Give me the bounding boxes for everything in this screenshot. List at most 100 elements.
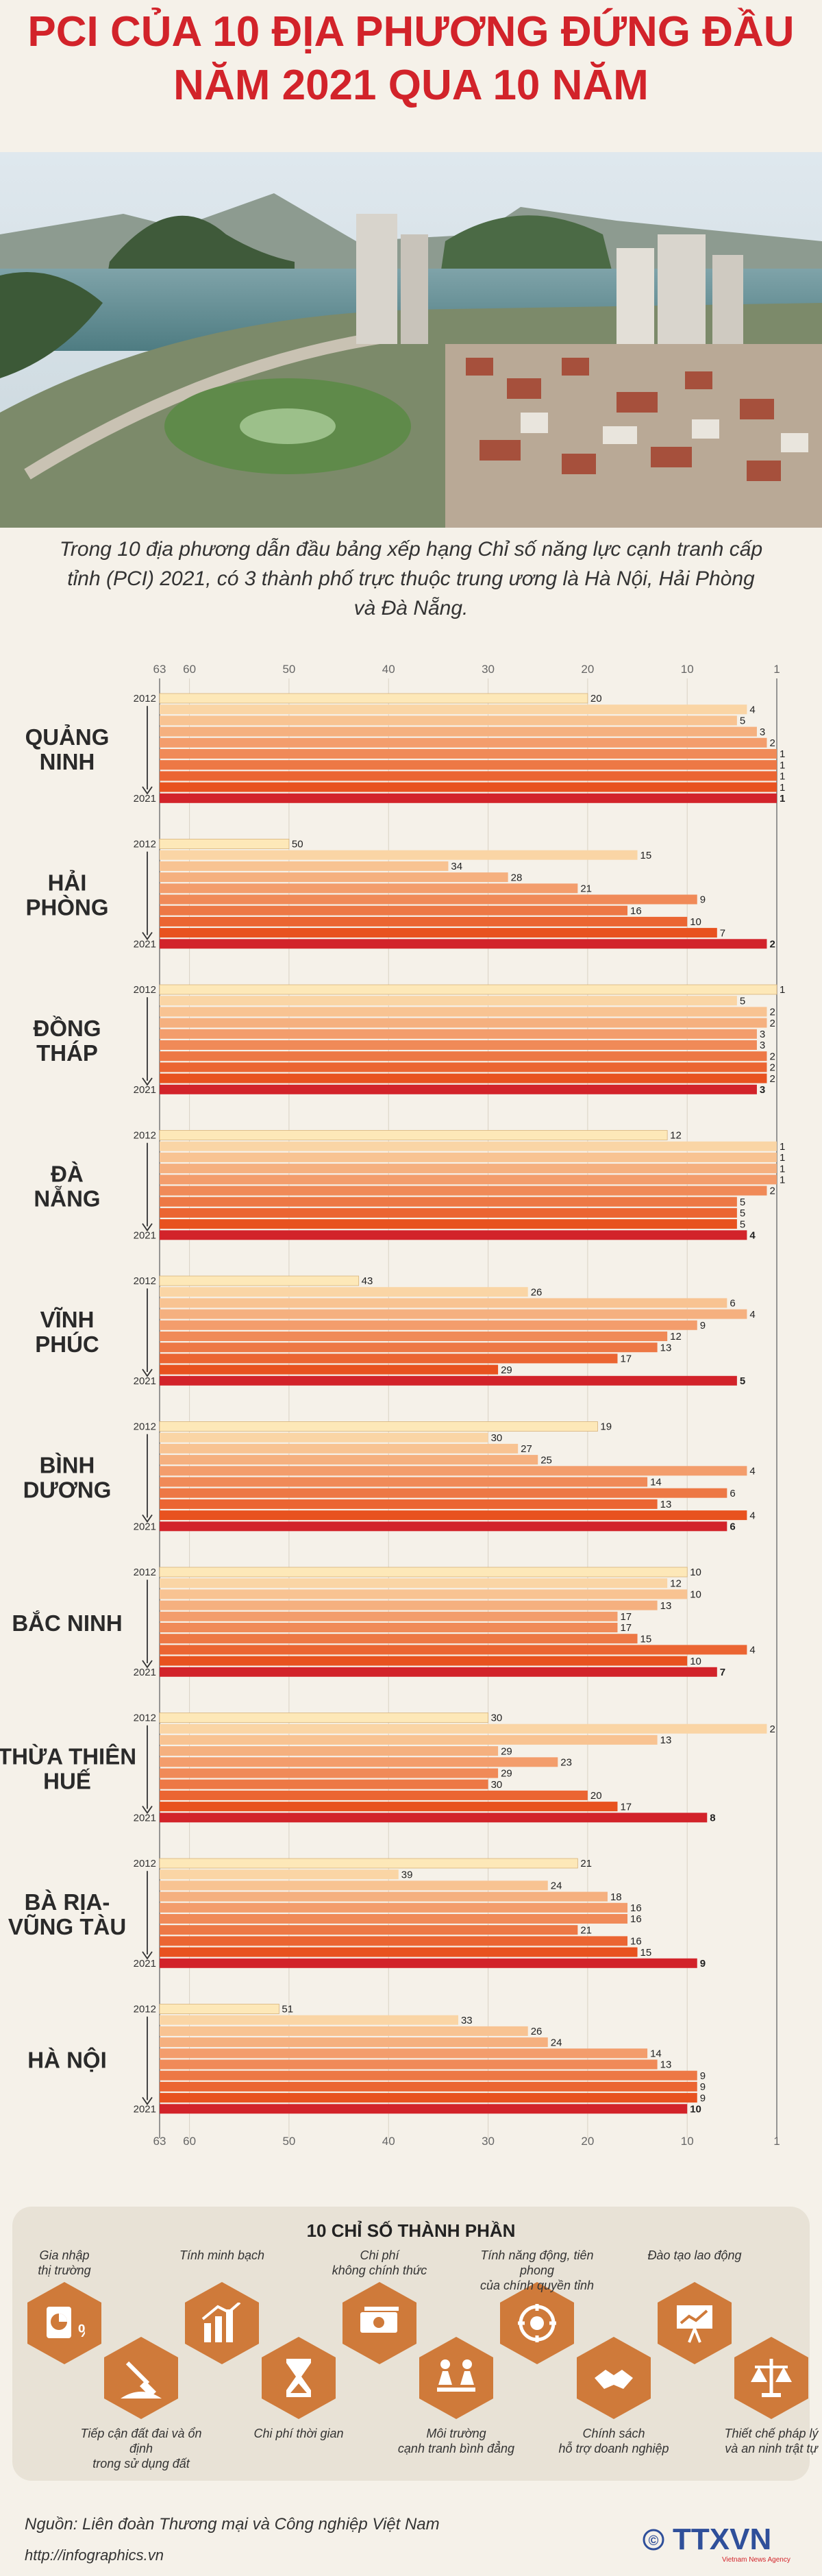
bar (160, 939, 767, 949)
bar (160, 1455, 538, 1465)
bar (160, 1018, 767, 1028)
bar (159, 1130, 668, 1140)
x-tick-label-top: 50 (282, 663, 295, 676)
bar-value-label: 2 (769, 1062, 775, 1074)
x-tick-label-top: 1 (773, 663, 780, 676)
bar-value-label: 19 (600, 1421, 612, 1433)
component-label-top: Tính năng động, tiên phong của chính quy… (480, 2248, 595, 2292)
bar (160, 2048, 648, 2059)
bar (160, 726, 757, 737)
bar-value-label: 16 (630, 905, 642, 917)
bar-value-label: 1 (780, 793, 785, 805)
bar-value-label: 4 (749, 704, 755, 715)
bar-value-label: 1 (780, 984, 785, 996)
website-link[interactable]: http://infographics.vn (25, 2547, 164, 2564)
bar-value-label: 9 (700, 2092, 706, 2104)
logo-subtext: Vietnam News Agency (722, 2556, 790, 2564)
bar (160, 1298, 727, 1308)
arrow-head (142, 1805, 153, 1815)
bar-value-label: 17 (620, 1353, 632, 1365)
bar (160, 1768, 499, 1778)
bar (159, 693, 588, 704)
bar-value-label: 13 (660, 1600, 672, 1612)
bar (160, 2059, 658, 2070)
bar (160, 1914, 628, 1924)
money-bills-icon (342, 2282, 416, 2364)
bar (159, 1858, 578, 1869)
pci-ranking-chart: 6363606050504040303020201010112045321111… (0, 663, 785, 2148)
bar-value-label: 20 (590, 1790, 602, 1802)
arrow-head (142, 1223, 153, 1232)
arrow-head (142, 1951, 153, 1960)
bar-value-label: 51 (282, 2004, 293, 2015)
bar (160, 916, 688, 927)
bar (160, 782, 777, 792)
bar (160, 1656, 688, 1666)
bar (160, 1645, 747, 1655)
x-tick-label-top: 20 (581, 663, 594, 676)
bar-value-label: 5 (740, 1197, 745, 1208)
bar (160, 1309, 747, 1319)
bar (160, 1152, 777, 1162)
bar (160, 1510, 747, 1521)
source-note: Nguồn: Liên đoàn Thương mại và Công nghi… (25, 2515, 440, 2534)
arrow-head (142, 1514, 153, 1523)
balance-people-icon (419, 2337, 493, 2419)
year-start-label: 2012 (134, 839, 156, 850)
bar (160, 1724, 767, 1734)
bar-value-label: 5 (740, 1218, 745, 1230)
brain-gear-icon (500, 2282, 574, 2364)
bar (160, 1197, 737, 1207)
year-end-label: 2021 (134, 1230, 156, 1242)
bar (160, 1051, 767, 1062)
bar-value-label: 2 (769, 1073, 775, 1085)
bar (160, 1578, 668, 1588)
bar (160, 1746, 499, 1756)
bar (160, 1432, 488, 1443)
bar-value-label: 9 (700, 1320, 706, 1332)
bar-value-label: 3 (760, 1029, 765, 1040)
bar-value-label: 6 (730, 1488, 735, 1499)
x-tick-label-top: 63 (153, 663, 166, 676)
ttxvn-logo: © TTXVN Vietnam News Agency (643, 2523, 790, 2564)
bar-value-label: 2 (769, 737, 775, 749)
bar-value-label: 2 (769, 939, 775, 950)
bar (160, 2104, 688, 2114)
bar (160, 1802, 618, 1812)
year-start-label: 2012 (134, 1275, 156, 1287)
bar (160, 1947, 638, 1957)
bar (160, 1891, 608, 1902)
bar-value-label: 8 (710, 1813, 715, 1824)
bar-value-label: 24 (551, 1880, 562, 1892)
province-name: ĐÀ (51, 1162, 84, 1187)
bar-value-label: 21 (580, 1924, 592, 1936)
province-name: PHÚC (35, 1332, 99, 1357)
component-label-bottom: Chính sách hỗ trợ doanh nghiệp (558, 2427, 669, 2455)
bar-value-label: 4 (749, 1645, 755, 1656)
bar-chart-icon (185, 2282, 259, 2364)
x-tick-label-top: 40 (382, 663, 395, 676)
bar (159, 839, 290, 849)
bar (160, 1443, 519, 1453)
province-name: HÀ NỘI (27, 2047, 107, 2073)
components-panel: 10 CHỈ SỐ THÀNH PHẦN % Gia nhập thị trườn… (12, 2207, 819, 2481)
bar-value-label: 15 (640, 1633, 652, 1645)
bar (160, 1757, 558, 1767)
bar (160, 760, 777, 770)
bar-value-label: 25 (540, 1454, 552, 1466)
bar (160, 1219, 737, 1229)
year-start-label: 2012 (134, 1858, 156, 1869)
bar (160, 1936, 628, 1946)
component-label-bottom: Môi trường cạnh tranh bình đẳng (397, 2427, 515, 2455)
bar-value-label: 13 (660, 1734, 672, 1746)
province-name: NẴNG (34, 1186, 100, 1212)
year-start-label: 2012 (134, 1421, 156, 1433)
bar-value-label: 9 (700, 1958, 706, 1970)
bar-value-label: 4 (749, 1309, 755, 1321)
bar-value-label: 1 (780, 759, 785, 771)
bar (160, 1007, 767, 1017)
bar-value-label: 10 (690, 1589, 701, 1601)
